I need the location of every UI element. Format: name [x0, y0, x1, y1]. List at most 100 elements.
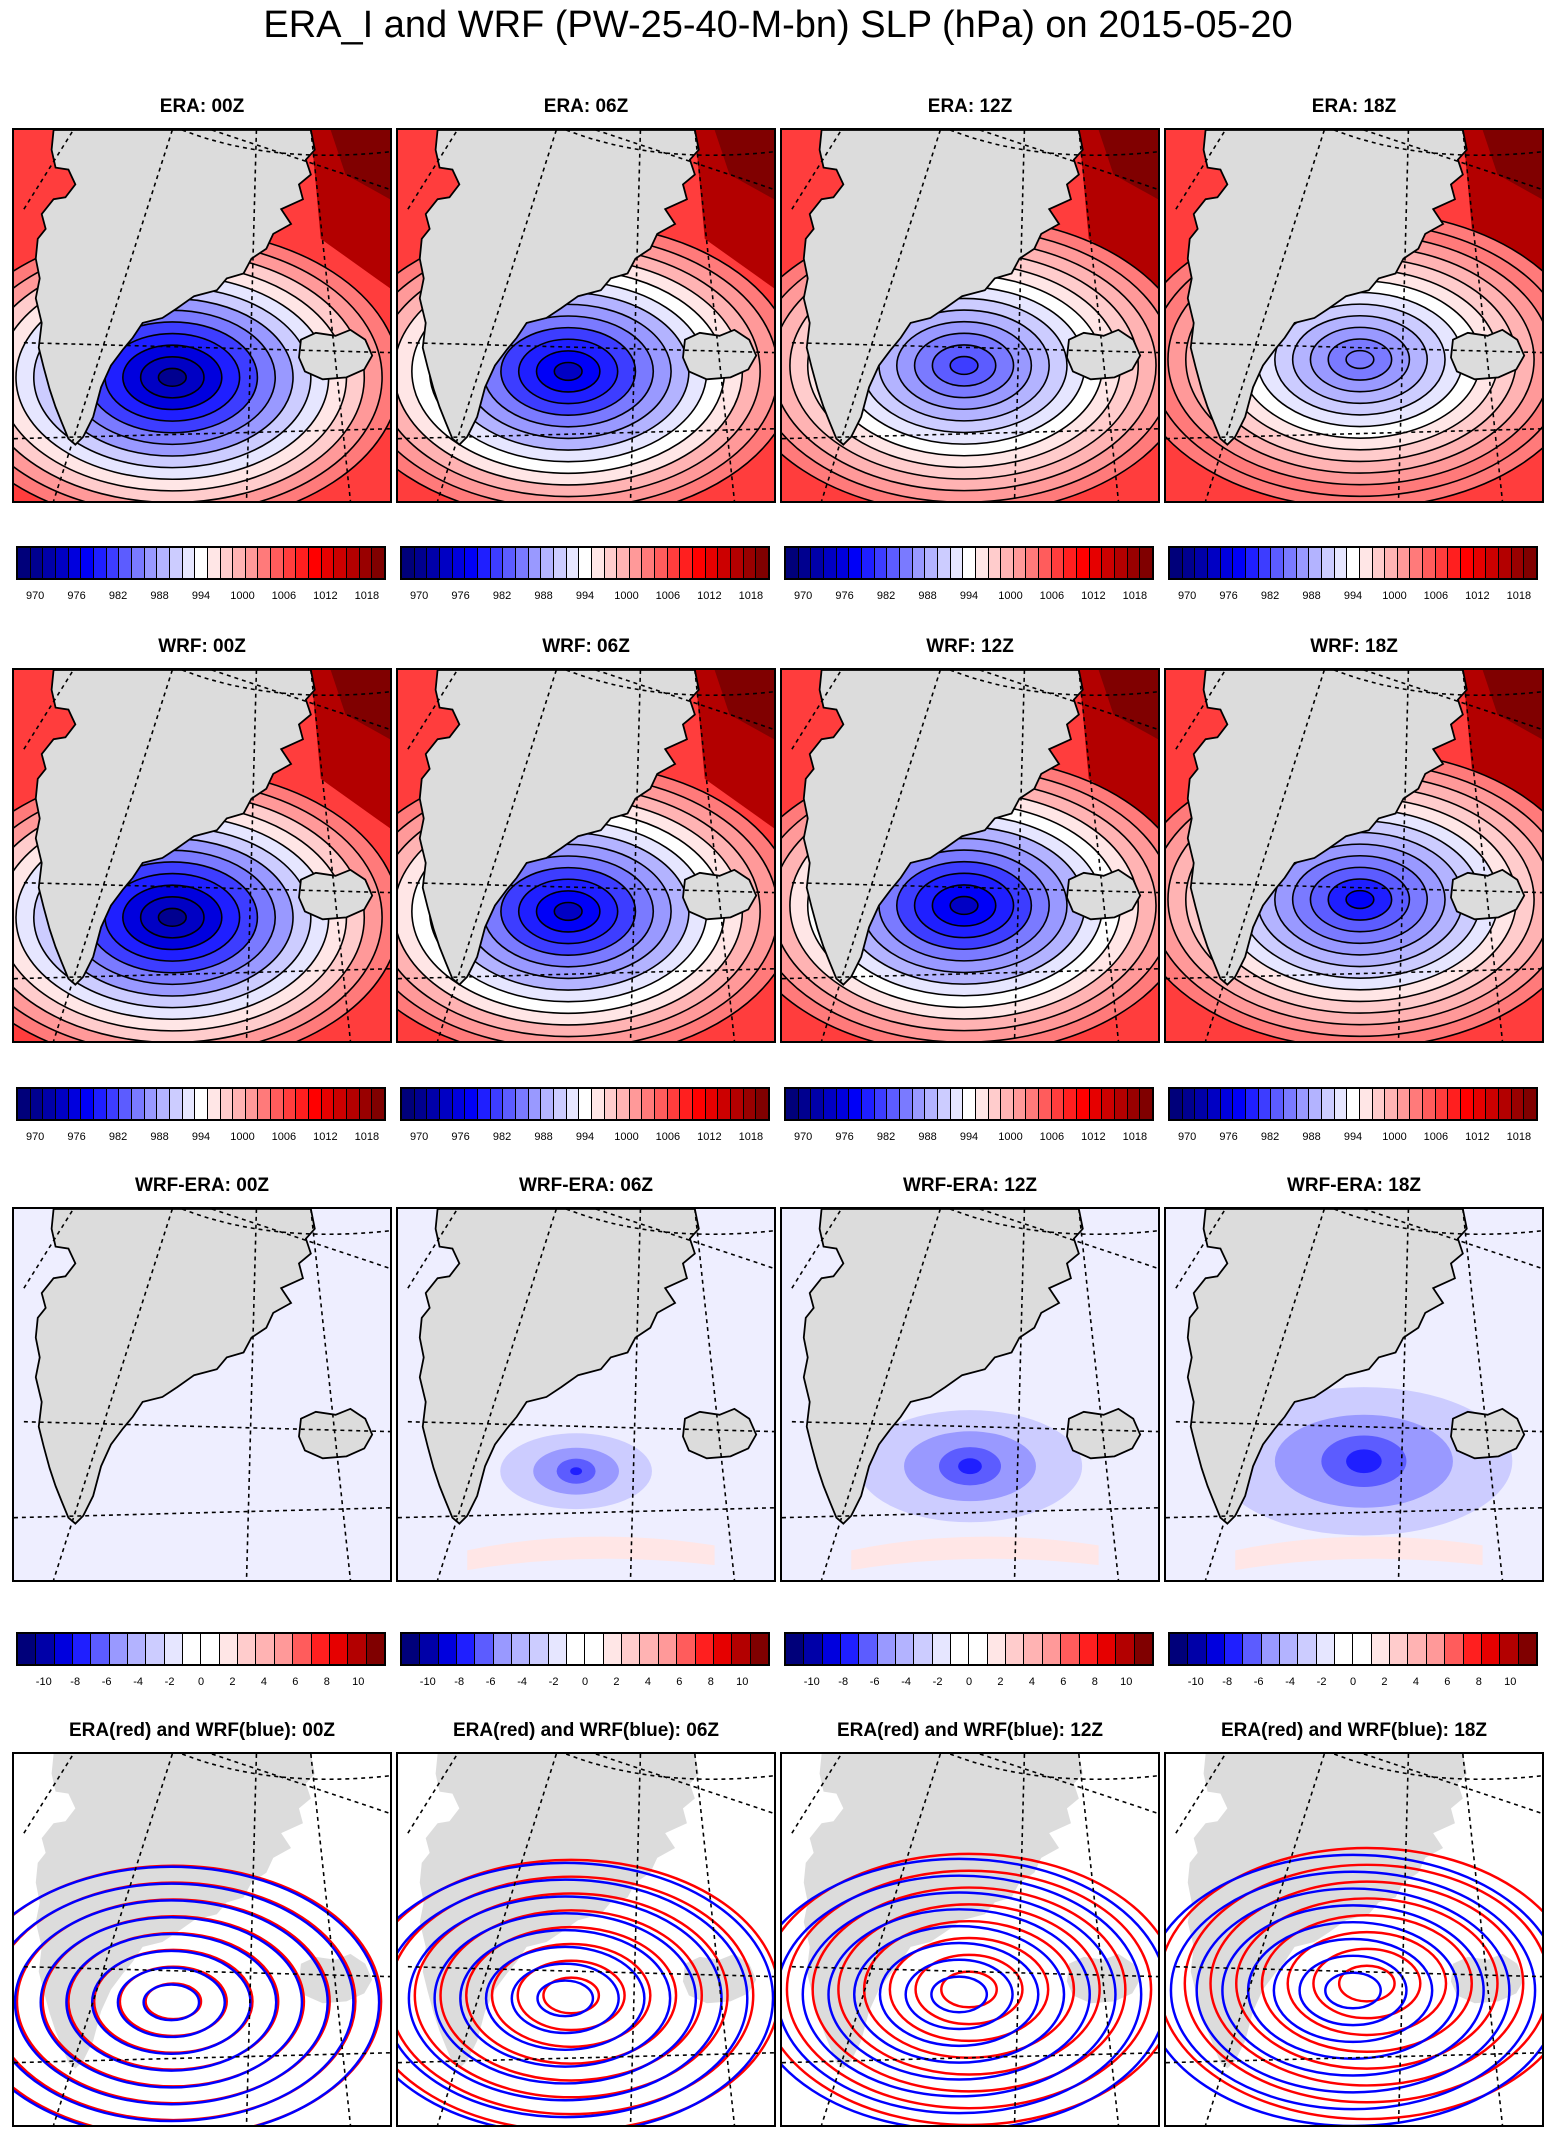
greenland-coast-icon — [34, 1209, 316, 1525]
graticule-line — [1175, 1965, 1542, 1978]
colorbar-cell — [477, 548, 491, 578]
slp-high-core — [330, 670, 390, 740]
graticule-line — [245, 670, 258, 1041]
era-contour — [1183, 1863, 1542, 2104]
colorbar-tick-label: -2 — [548, 1676, 559, 1688]
colorbar-cell — [1353, 1634, 1372, 1664]
colorbar-tick-label: 982 — [108, 1131, 128, 1143]
colorbar-tick-label: 1012 — [697, 1131, 722, 1143]
map-svg — [14, 1209, 390, 1580]
era-contour — [888, 1936, 1050, 2043]
colorbar-cell — [219, 1634, 239, 1664]
graticule-line — [52, 1209, 174, 1580]
colorbar-cell — [329, 1634, 349, 1664]
diff-map-panel — [12, 1207, 392, 1582]
colorbar-cell — [195, 548, 208, 578]
colorbar-cell — [93, 548, 107, 578]
colorbar-cell — [68, 1089, 82, 1119]
wrf-contour — [536, 1979, 595, 2018]
colorbar-cell — [836, 548, 850, 578]
colorbar-cell — [1473, 1089, 1487, 1119]
colorbar-cell — [321, 548, 335, 578]
colorbar-cell — [106, 1089, 120, 1119]
slp-colorbar — [400, 546, 770, 580]
colorbar-cell — [164, 1634, 184, 1664]
colorbar-cell — [1359, 548, 1373, 578]
colorbar-cell — [309, 1089, 322, 1119]
graticule — [782, 670, 1158, 1041]
colorbar-tick-label: 982 — [1260, 1131, 1280, 1143]
graticule-line — [245, 130, 258, 501]
slp-colorbar — [784, 546, 1154, 580]
colorbar-cell — [1013, 1089, 1027, 1119]
colorbar-tick-label: 976 — [835, 590, 854, 602]
colorbar-tick-label: 1006 — [1423, 590, 1449, 602]
colorbar-cell — [622, 1634, 641, 1664]
slp-high-core — [1482, 130, 1542, 200]
colorbar-cell — [680, 1089, 694, 1119]
graticule-line — [1397, 1209, 1410, 1580]
colorbar-cell — [914, 1634, 933, 1664]
colorbar-cell — [490, 1089, 504, 1119]
colorbar-cell — [1115, 548, 1128, 578]
colorbar-cell — [109, 1634, 129, 1664]
colorbar-tick-label: 1000 — [614, 590, 639, 602]
colorbar-cell — [1309, 548, 1322, 578]
colorbar-tick-label: 1018 — [1506, 1131, 1532, 1143]
colorbar-tick-label: 982 — [492, 590, 512, 602]
map-svg — [14, 130, 390, 501]
graticule-line — [1078, 1754, 1120, 2125]
field-map-panel — [780, 128, 1160, 503]
colorbar-cell — [642, 1089, 656, 1119]
era-contour — [398, 1858, 774, 2125]
colorbar-cell — [36, 1634, 55, 1664]
era-contour — [811, 1886, 1127, 2093]
colorbar-cell — [1116, 1634, 1135, 1664]
colorbar-cell — [786, 1089, 799, 1119]
colorbar-tick-label: 2 — [229, 1676, 236, 1688]
slp-high-core — [330, 130, 390, 200]
colorbar-cell — [1499, 1089, 1512, 1119]
slp-contour — [1345, 349, 1375, 370]
colorbar-cell — [1334, 1089, 1348, 1119]
slp-contour — [157, 367, 187, 388]
era-contour — [490, 1942, 652, 2049]
colorbar-tick-label: 994 — [959, 1131, 979, 1143]
graticule-line — [791, 881, 1158, 894]
colorbar-tick-label: 976 — [451, 590, 470, 602]
colorbar-cell — [591, 548, 605, 578]
graticule-line — [52, 670, 174, 1041]
colorbar-cell — [655, 548, 668, 578]
wrf-contour — [14, 1865, 381, 2125]
colorbar-cell — [512, 1634, 531, 1664]
colorbar-cell — [1426, 1634, 1446, 1664]
colorbar-cell — [1397, 548, 1411, 578]
colorbar-cell — [55, 548, 69, 578]
diff-anomaly — [958, 1458, 982, 1475]
colorbar-tick-label: -4 — [1285, 1676, 1295, 1688]
colorbar-cell — [1207, 1089, 1221, 1119]
colorbar-cell — [743, 548, 757, 578]
colorbar-tick-label: 982 — [876, 590, 896, 602]
colorbar-cell — [804, 1634, 823, 1664]
colorbar-cell — [493, 1634, 513, 1664]
colorbar-cell — [1448, 1089, 1462, 1119]
colorbar-cell — [1271, 1089, 1284, 1119]
greenland-coast-icon — [34, 130, 316, 446]
colorbar-cell — [836, 1089, 850, 1119]
colorbar-tick-label: 976 — [67, 1131, 86, 1143]
graticule-line — [694, 1754, 736, 2125]
era-contour — [914, 1953, 1024, 2026]
colorbar-cell — [1077, 548, 1090, 578]
colorbar-cell — [566, 1089, 580, 1119]
colorbar-cell — [591, 1089, 605, 1119]
greenland-coast-icon — [418, 130, 700, 446]
colorbar-cell — [1296, 548, 1310, 578]
colorbar-cell — [1296, 1089, 1310, 1119]
colorbar-tick-label: 970 — [1177, 590, 1197, 602]
colorbar-cell — [1486, 1089, 1500, 1119]
colorbar-cell — [756, 548, 769, 578]
colorbar-cell — [1245, 548, 1259, 578]
wrf-contour — [827, 1908, 1091, 2081]
field-map-panel — [12, 668, 392, 1043]
